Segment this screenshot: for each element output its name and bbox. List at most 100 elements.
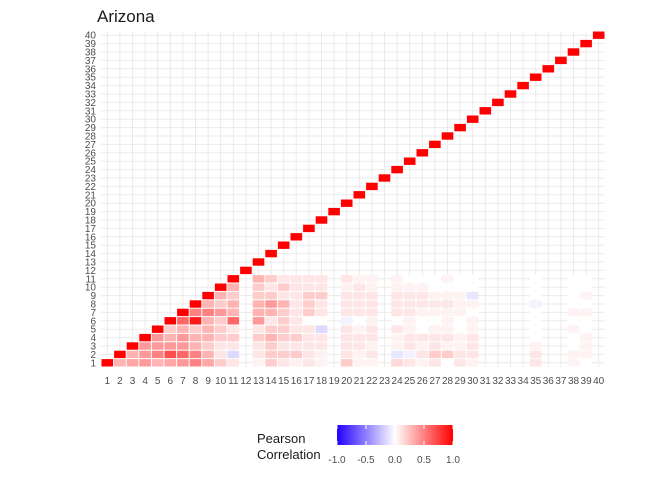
heatmap-cell (177, 317, 189, 325)
heatmap-cell (303, 283, 315, 291)
heatmap-cell (340, 317, 353, 325)
heatmap-cell (164, 350, 177, 359)
heatmap-cell (277, 350, 290, 359)
heatmap-cell (315, 350, 328, 359)
heatmap-cell-diagonal (315, 216, 328, 224)
heatmap-cells (101, 31, 605, 367)
heatmap-cell (454, 317, 466, 325)
heatmap-cell (403, 308, 416, 317)
heatmap-cell-diagonal (592, 31, 605, 39)
heatmap-cell (315, 283, 328, 291)
heatmap-cell-diagonal (202, 291, 214, 300)
heatmap-cell-diagonal (378, 174, 391, 182)
heatmap-cell (366, 291, 378, 300)
x-tick-label: 26 (417, 376, 429, 387)
heatmap-cell (340, 308, 353, 317)
legend-title-line1: Pearson (257, 431, 305, 446)
heatmap-cell (277, 308, 290, 317)
heatmap-cell (429, 342, 441, 350)
heatmap-cell (252, 291, 265, 300)
heatmap-cell (303, 350, 315, 359)
y-tick-label: 31 (85, 106, 97, 117)
heatmap-cell (429, 333, 441, 342)
heatmap-cell (303, 333, 315, 342)
heatmap-cell (429, 275, 441, 283)
heatmap-cell (177, 359, 189, 367)
heatmap-cell (391, 275, 403, 283)
heatmap-cell (529, 291, 542, 300)
heatmap-cell (403, 283, 416, 291)
heatmap-cell (252, 283, 265, 291)
x-tick-label: 16 (291, 376, 303, 387)
y-tick-label: 1 (90, 358, 96, 369)
heatmap-cell (403, 350, 416, 359)
legend-label: 0.5 (417, 455, 431, 466)
heatmap-cell (227, 359, 240, 367)
heatmap-cell (189, 325, 202, 333)
heatmap-cell (164, 325, 177, 333)
heatmap-cell (441, 333, 454, 342)
heatmap-cell (353, 325, 366, 333)
heatmap-cell (189, 350, 202, 359)
heatmap-cell (164, 359, 177, 367)
heatmap-cell (265, 342, 277, 350)
y-tick-label: 26 (85, 148, 97, 159)
heatmap-cell (290, 283, 303, 291)
heatmap-cell (580, 317, 592, 325)
y-tick-label: 40 (85, 31, 97, 42)
heatmap-cell-diagonal (466, 115, 479, 123)
heatmap-cell (366, 275, 378, 283)
heatmap-cell (252, 333, 265, 342)
y-tick-label: 25 (85, 157, 97, 168)
heatmap-cell-diagonal (517, 81, 529, 90)
legend-title-line2: Correlation (257, 447, 321, 462)
heatmap-cell (227, 325, 240, 333)
heatmap-cell (441, 275, 454, 283)
y-tick-label: 21 (85, 190, 97, 201)
heatmap-cell (580, 300, 592, 308)
heatmap-cell (353, 275, 366, 283)
y-tick-label: 15 (85, 241, 97, 252)
heatmap-cell (403, 275, 416, 283)
heatmap-cell (290, 308, 303, 317)
x-tick-label: 25 (404, 376, 416, 387)
x-tick-label: 32 (492, 376, 504, 387)
y-tick-label: 11 (86, 274, 97, 285)
legend-colorbar (337, 425, 453, 445)
heatmap-cell (265, 283, 277, 291)
heatmap-cell (303, 359, 315, 367)
heatmap-cell (277, 325, 290, 333)
heatmap-cell (252, 317, 265, 325)
heatmap-cell (290, 359, 303, 367)
heatmap-cell (277, 359, 290, 367)
heatmap-cell (303, 342, 315, 350)
x-tick-label: 35 (530, 376, 542, 387)
heatmap-cell (403, 359, 416, 367)
heatmap-cell (567, 325, 580, 333)
heatmap-cell (202, 333, 214, 342)
y-tick-label: 4 (90, 333, 96, 344)
heatmap-cell-diagonal (303, 224, 315, 233)
heatmap-cell (580, 291, 592, 300)
heatmap-cell-diagonal (391, 165, 403, 174)
y-tick-label: 7 (90, 308, 96, 319)
x-tick-label: 14 (266, 376, 278, 387)
heatmap-cell-diagonal (189, 300, 202, 308)
heatmap-cell (214, 317, 227, 325)
heatmap-cell (340, 275, 353, 283)
heatmap-cell (139, 342, 151, 350)
x-tick-label: 8 (193, 376, 199, 387)
heatmap-cell (567, 342, 580, 350)
heatmap-cell (189, 308, 202, 317)
heatmap-cell (441, 342, 454, 350)
y-tick-label: 17 (85, 224, 97, 235)
heatmap-cell (290, 317, 303, 325)
y-tick-label: 3 (90, 342, 96, 353)
heatmap-cell-diagonal (429, 140, 441, 149)
heatmap-cell (391, 283, 403, 291)
heatmap-cell (353, 359, 366, 367)
x-tick-label: 1 (105, 376, 111, 387)
heatmap-cell (177, 342, 189, 350)
heatmap-cell (265, 325, 277, 333)
heatmap-cell-diagonal (479, 107, 492, 115)
